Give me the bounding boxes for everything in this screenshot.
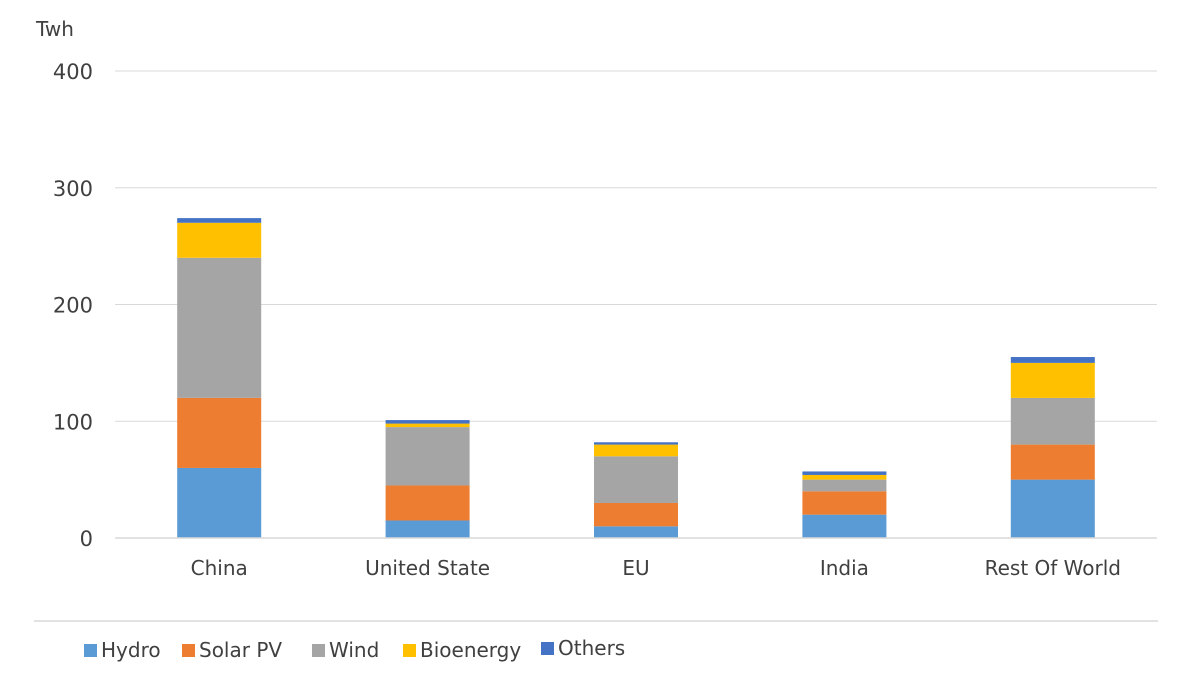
bar-segment — [177, 467, 262, 538]
bar-segment — [802, 471, 887, 475]
x-tick-label: EU — [622, 556, 649, 580]
bar-segment — [385, 520, 470, 538]
bar-segment — [802, 479, 887, 492]
bar-segment — [1010, 357, 1095, 363]
bar-segment — [1010, 397, 1095, 445]
bar-segment — [594, 502, 678, 527]
bar-segment — [177, 257, 262, 398]
legend-label: Wind — [329, 638, 379, 662]
y-tick-label: 400 — [53, 60, 93, 84]
x-tick-label: United State — [365, 556, 490, 580]
y-axis-label: Twh — [35, 17, 74, 41]
legend-swatch — [182, 644, 195, 657]
legend-swatch — [84, 644, 97, 657]
bar-segment — [177, 222, 262, 258]
bar-segment — [385, 420, 470, 424]
bar-segment — [594, 456, 678, 503]
legend-swatch — [403, 644, 416, 657]
bar-segment — [594, 526, 678, 538]
bar-segment — [1010, 362, 1095, 398]
bars — [177, 218, 1095, 538]
bar-segment — [802, 514, 887, 538]
legend: Hydro Solar PV Wind Bioenergy Others — [84, 636, 625, 662]
x-tick-label: China — [191, 556, 248, 580]
bar-segment — [385, 427, 470, 486]
x-tick-label: Rest Of World — [985, 556, 1121, 580]
y-tick-label: 200 — [53, 294, 93, 318]
legend-label: Bioenergy — [420, 638, 521, 662]
y-tick-label: 0 — [80, 527, 93, 551]
legend-label: Others — [558, 636, 625, 660]
bar-segment — [594, 444, 678, 457]
legend-swatch — [312, 644, 325, 657]
gridlines — [115, 70, 1157, 422]
legend-swatch — [541, 642, 554, 655]
bar-segment — [802, 491, 887, 515]
x-tick-labels: China United State EU India Rest Of World — [191, 556, 1121, 580]
bar-segment — [177, 397, 262, 468]
legend-label: Hydro — [101, 638, 161, 662]
bar-segment — [177, 218, 262, 223]
bar-segment — [385, 485, 470, 521]
bar-segment — [802, 474, 887, 480]
bar-segment — [1010, 479, 1095, 538]
bar-segment — [1010, 444, 1095, 480]
y-tick-label: 100 — [53, 410, 93, 434]
x-tick-label: India — [820, 556, 869, 580]
legend-label: Solar PV — [199, 638, 282, 662]
bar-segment — [385, 423, 470, 428]
bar-segment — [594, 442, 678, 445]
y-tick-labels: 0 100 200 300 400 — [53, 60, 93, 551]
y-tick-label: 300 — [53, 177, 93, 201]
